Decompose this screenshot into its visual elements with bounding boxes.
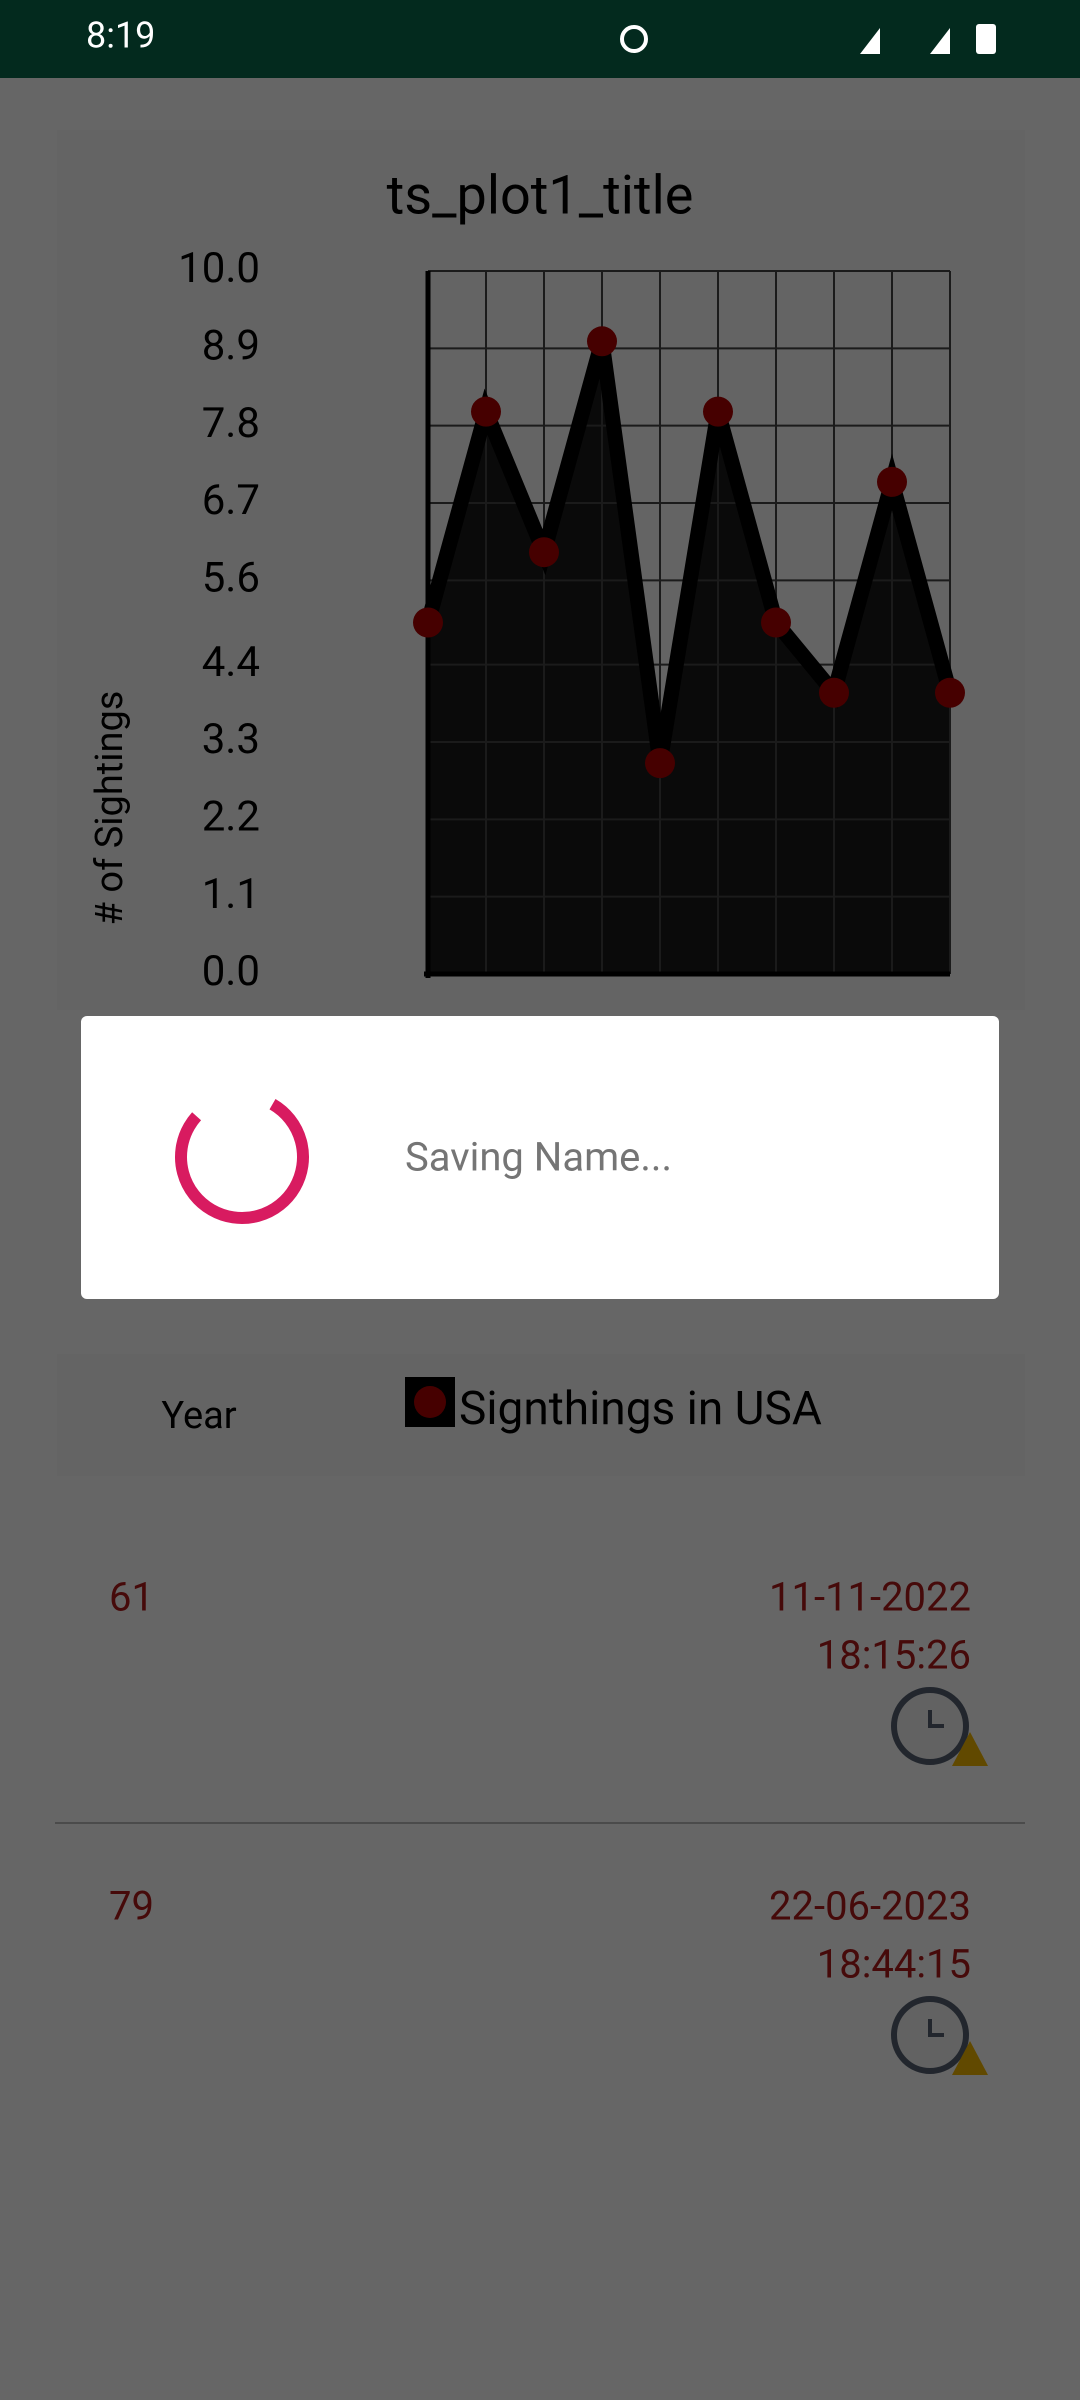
signal-icon [860,28,880,54]
signal-icon [930,28,950,54]
status-time: 8:19 [86,15,155,57]
progress-spinner [175,1090,309,1224]
battery-icon [976,24,996,54]
dialog [81,1016,999,1299]
status-icons [620,24,996,54]
dialog-message: Saving Name... [405,1134,672,1181]
alarm-icon [620,25,648,53]
status-bar [0,0,1080,78]
